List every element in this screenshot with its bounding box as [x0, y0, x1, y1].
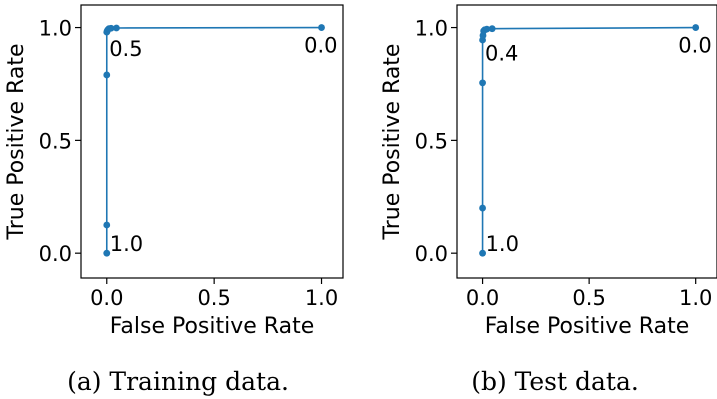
x-tick-label: 0.5 [572, 286, 605, 310]
threshold-label: 1.0 [486, 232, 519, 256]
roc-point [103, 249, 111, 257]
threshold-label: 0.4 [485, 41, 518, 65]
figure-caption: (b) Test data. [471, 367, 639, 396]
y-axis-label: True Positive Rate [4, 44, 29, 241]
roc-curve-line [105, 26, 322, 254]
y-tick-label: 1.0 [415, 17, 448, 41]
roc-point [479, 204, 486, 212]
x-tick-label: 0.0 [466, 286, 499, 310]
figure-caption: (a) Training data. [67, 367, 289, 396]
x-axis-label: False Positive Rate [110, 314, 314, 339]
y-tick-label: 0.0 [39, 242, 72, 266]
threshold-label: 0.0 [678, 34, 711, 58]
threshold-label: 1.0 [110, 232, 143, 256]
roc-point [107, 24, 115, 32]
threshold-label: 0.0 [304, 34, 337, 58]
roc-point [103, 221, 111, 229]
roc-panel-training: 0.0 0.5 1.0 0.0 0.5 1.0 False Positive Rate Tru… [4, 4, 344, 396]
roc-point [488, 25, 496, 33]
threshold-label: 0.5 [109, 37, 142, 61]
y-tick-label: 0.0 [415, 242, 448, 266]
roc-point [113, 24, 120, 32]
y-axis-label: True Positive Rate [380, 44, 405, 241]
roc-panel-test: 0.0 0.5 1.0 0.0 0.5 1.0 False Positive Rate Tru… [380, 4, 717, 396]
roc-point [692, 24, 700, 31]
roc-point [483, 25, 491, 33]
x-axis-label: False Positive Rate [485, 314, 689, 339]
x-tick-label: 0.5 [197, 286, 230, 310]
roc-point [103, 71, 111, 79]
roc-point [318, 24, 325, 31]
x-tick-label: 1.0 [305, 286, 338, 310]
y-tick-label: 0.5 [39, 129, 72, 153]
y-tick-label: 1.0 [39, 17, 72, 41]
x-tick-label: 0.0 [90, 286, 123, 310]
roc-point [479, 249, 486, 257]
x-tick-label: 1.0 [679, 286, 712, 310]
y-tick-label: 0.5 [415, 129, 448, 153]
roc-point [479, 79, 486, 87]
plot-frame [80, 4, 344, 279]
plot-frame [456, 4, 717, 279]
